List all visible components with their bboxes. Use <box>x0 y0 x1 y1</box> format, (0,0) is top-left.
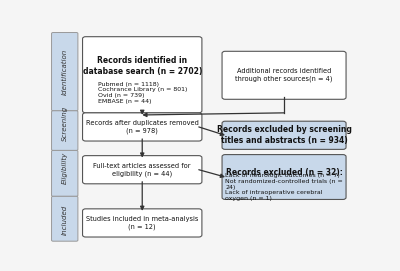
FancyBboxPatch shape <box>82 113 202 141</box>
FancyBboxPatch shape <box>222 121 346 149</box>
Text: Eligibility: Eligibility <box>62 152 68 184</box>
FancyBboxPatch shape <box>52 196 78 241</box>
Text: Records after duplicates removed
(n = 978): Records after duplicates removed (n = 97… <box>86 120 199 134</box>
FancyBboxPatch shape <box>52 111 78 150</box>
Text: Screening: Screening <box>62 106 68 141</box>
Text: Records excluded (n = 32):: Records excluded (n = 32): <box>226 168 342 177</box>
Text: Lack of neurologic outcomes (n = 7)
Not randomized-controlled trials (n =
24)
La: Lack of neurologic outcomes (n = 7) Not … <box>225 173 343 201</box>
FancyBboxPatch shape <box>222 154 346 199</box>
Text: Included: Included <box>62 205 68 235</box>
Text: Studies included in meta-analysis
(n = 12): Studies included in meta-analysis (n = 1… <box>86 216 198 230</box>
FancyBboxPatch shape <box>82 37 202 113</box>
Text: Records excluded by screening
titles and abstracts (n = 934): Records excluded by screening titles and… <box>217 125 352 145</box>
FancyBboxPatch shape <box>52 33 78 111</box>
FancyBboxPatch shape <box>222 51 346 99</box>
Text: Identification: Identification <box>62 49 68 95</box>
Text: Full-text articles assessed for
eligibility (n = 44): Full-text articles assessed for eligibil… <box>94 163 191 177</box>
FancyBboxPatch shape <box>82 156 202 184</box>
Text: Additional records identified
through other sources(n = 4): Additional records identified through ot… <box>235 68 333 82</box>
FancyBboxPatch shape <box>82 209 202 237</box>
FancyBboxPatch shape <box>52 150 78 196</box>
Text: Pubmed (n = 1118)
Cochrance Library (n = 801)
Ovid (n = 739)
EMBASE (n = 44): Pubmed (n = 1118) Cochrance Library (n =… <box>98 82 187 104</box>
Text: Records identified in
database search (n = 2702): Records identified in database search (n… <box>82 56 202 76</box>
